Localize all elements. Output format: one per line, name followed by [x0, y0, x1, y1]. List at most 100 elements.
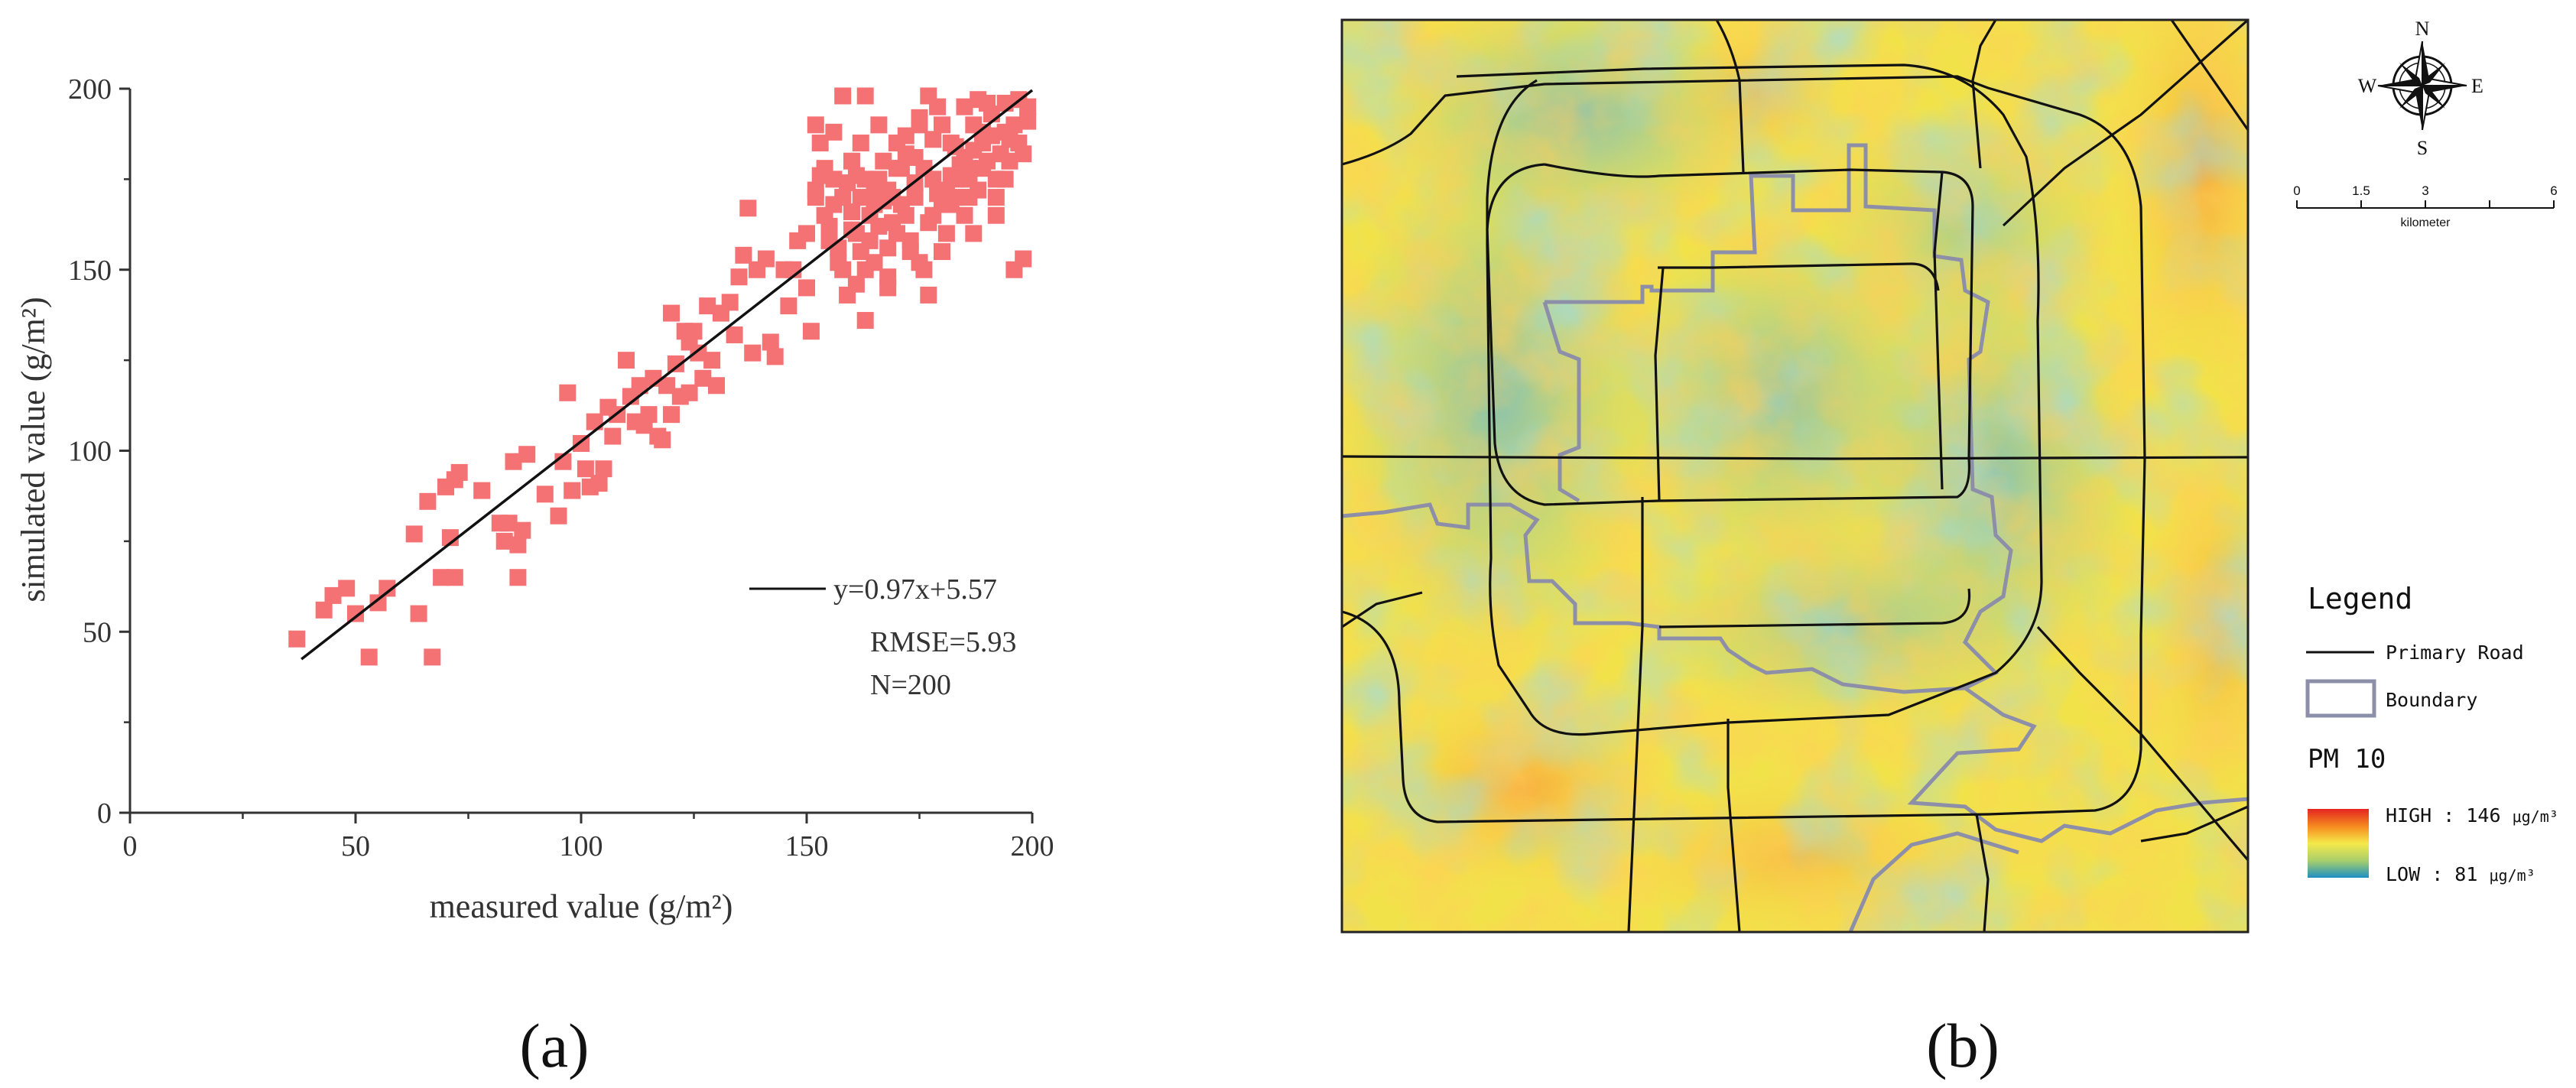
scatter-point: [730, 268, 748, 286]
legend-pm-title: PM 10: [2308, 744, 2386, 775]
road-diagonal: [1727, 719, 1741, 932]
scatter-point: [500, 515, 518, 532]
scatter-point: [960, 160, 978, 177]
y-tick-label: 0: [97, 797, 112, 830]
compass-w-label: W: [2358, 75, 2377, 97]
scale-tick-2: 3: [2422, 183, 2428, 198]
scatter-point: [509, 536, 527, 554]
scatter-point: [694, 369, 712, 387]
compass-rose: N S E W: [2358, 18, 2483, 159]
scatter-point: [811, 167, 829, 184]
scatter-point: [564, 482, 581, 499]
road-vertical: [1933, 171, 1944, 490]
scatter-point: [473, 482, 491, 499]
scale-bar: 0 1.5 3 6 kilometer: [2293, 183, 2557, 229]
scatter-point: [658, 377, 676, 395]
scatter-point: [866, 181, 883, 199]
boundary-outline: [1342, 143, 2013, 694]
scatter-point: [996, 123, 1014, 141]
scatter-point: [703, 352, 721, 369]
scatter-point: [807, 181, 824, 199]
scatter-point: [897, 145, 914, 163]
scatter-point: [830, 254, 847, 271]
scatter-point: [590, 475, 608, 492]
y-tick-label: 100: [68, 436, 112, 468]
scatter-point: [879, 239, 897, 257]
fit-line: [300, 89, 1034, 661]
scatter-point: [419, 492, 437, 510]
scatter-point: [937, 225, 955, 242]
scatter-point: [338, 580, 356, 597]
scatter-point: [987, 171, 1005, 188]
scatter-point: [911, 109, 928, 126]
road-vertical: [1627, 497, 1644, 932]
compass-north-arrow: [2422, 41, 2429, 86]
scatter-point: [839, 286, 856, 304]
scatter-point: [726, 326, 743, 343]
scatter-point: [654, 431, 671, 449]
scatter-point: [405, 525, 423, 543]
scatter-point: [807, 116, 824, 134]
scatter-point: [870, 116, 888, 134]
x-tick-label: 200: [1011, 830, 1054, 862]
road-vertical: [1971, 20, 1997, 169]
scatter-point: [825, 123, 843, 141]
road-horizontal: [1342, 455, 2248, 460]
scatter-point: [875, 152, 892, 170]
scatter-point: [965, 225, 983, 242]
scatter-point: [861, 232, 879, 249]
scatter-point: [699, 297, 716, 315]
road-diagonal: [2170, 20, 2248, 131]
scatter-point: [924, 206, 942, 224]
scatter-point: [983, 127, 1000, 145]
scatter-point: [856, 312, 874, 330]
map-legend: Legend Primary Road Boundary PM 10 HIGH …: [2305, 582, 2558, 885]
scatter-point: [618, 352, 635, 369]
y-axis-label: simulated value (g/m²): [15, 297, 52, 602]
scatter-point: [856, 87, 874, 105]
scatter-point: [956, 98, 973, 115]
panel-a-label: (a): [519, 1011, 589, 1080]
scatter-point: [960, 189, 978, 206]
compass-e-label: E: [2471, 75, 2483, 97]
scatter-point: [847, 167, 865, 184]
legend-boundary: Boundary: [2386, 689, 2477, 711]
road-ring-4: [1342, 75, 2146, 823]
scatter-point: [495, 532, 513, 550]
scatter-point: [979, 94, 996, 112]
legend-low: LOW : 81 μg/m³: [2386, 863, 2535, 885]
scale-unit: kilometer: [2401, 216, 2451, 229]
scatter-point: [681, 384, 698, 401]
road-diagonal: [1975, 814, 1990, 932]
scatter-point: [595, 460, 612, 478]
road-ring-2: [1486, 163, 1974, 506]
scatter-point: [559, 384, 577, 401]
scatter-point: [843, 152, 860, 170]
scatter-point: [852, 189, 869, 206]
legend-primary-road: Primary Road: [2386, 641, 2524, 664]
scatter-point: [360, 648, 378, 666]
scatter-point: [514, 521, 531, 539]
n-label: N=200: [870, 669, 951, 701]
road-horizontal: [1658, 262, 1940, 291]
scatter-point: [1001, 152, 1018, 170]
road-horizontal: [1658, 588, 1971, 628]
road-diagonal: [2002, 20, 2248, 227]
pm10-map-panel: N S E W 0 1.5 3 6 kilometer Legend Prima…: [1340, 18, 2558, 1080]
scatter-point: [974, 160, 992, 177]
scatter-point: [288, 630, 306, 648]
scatter-point: [450, 463, 468, 481]
scatter-point: [834, 189, 852, 206]
x-axis-label: measured value (g/m²): [430, 888, 733, 925]
scatter-point: [934, 116, 950, 134]
x-tick-label: 150: [785, 830, 829, 862]
scatter-point: [433, 569, 450, 586]
x-ticks: 0 50 100 150 200: [123, 813, 1054, 862]
road-vertical: [1715, 20, 1745, 173]
panel-b-label: (b): [1926, 1011, 1999, 1080]
scatter-point: [1015, 145, 1032, 163]
scatter-point: [934, 243, 950, 261]
scatter-point: [509, 569, 527, 586]
scatter-point: [789, 232, 807, 249]
